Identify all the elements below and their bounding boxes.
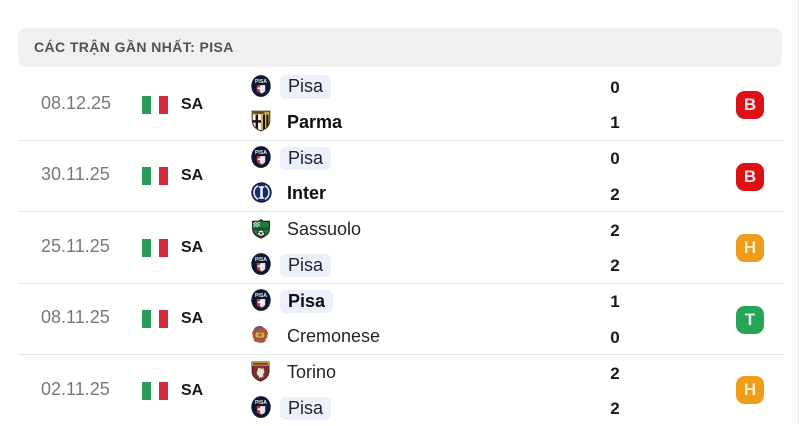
svg-text:PISA: PISA <box>255 293 267 299</box>
svg-text:PISA: PISA <box>255 257 267 263</box>
svg-text:PISA: PISA <box>255 150 267 156</box>
svg-text:PISA: PISA <box>255 79 267 85</box>
svg-text:PISA: PISA <box>255 400 267 406</box>
